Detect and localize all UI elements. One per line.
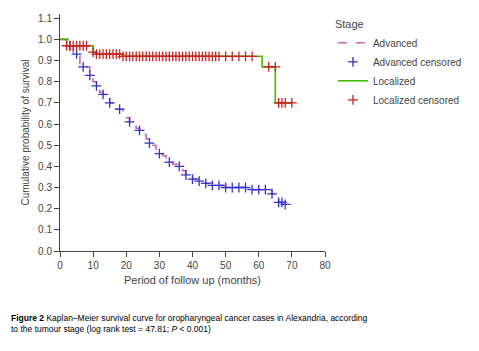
- svg-text:20: 20: [121, 260, 133, 271]
- svg-text:0.8: 0.8: [38, 76, 52, 87]
- svg-text:Localized: Localized: [373, 76, 415, 87]
- svg-text:Advanced censored: Advanced censored: [373, 57, 461, 68]
- svg-text:0.7: 0.7: [38, 97, 52, 108]
- svg-text:0: 0: [57, 260, 63, 271]
- svg-text:0.2: 0.2: [38, 203, 52, 214]
- svg-text:10: 10: [88, 260, 100, 271]
- svg-text:60: 60: [253, 260, 265, 271]
- svg-text:40: 40: [187, 260, 199, 271]
- svg-text:Period of follow up (months): Period of follow up (months): [124, 274, 261, 286]
- svg-text:0.4: 0.4: [38, 161, 52, 172]
- svg-text:Advanced: Advanced: [373, 38, 417, 49]
- svg-text:Localized censored: Localized censored: [373, 95, 459, 106]
- svg-text:70: 70: [286, 260, 298, 271]
- svg-text:0.1: 0.1: [38, 224, 52, 235]
- svg-text:0.3: 0.3: [38, 182, 52, 193]
- svg-text:Stage: Stage: [335, 18, 364, 30]
- svg-text:Cumulative probability of surv: Cumulative probability of survival: [20, 59, 31, 205]
- svg-text:80: 80: [319, 260, 331, 271]
- svg-text:50: 50: [220, 260, 232, 271]
- svg-text:0.6: 0.6: [38, 119, 52, 130]
- svg-text:0.0: 0.0: [38, 246, 52, 257]
- svg-text:30: 30: [154, 260, 166, 271]
- svg-text:Figure 2 Kaplan–Meier survival: Figure 2 Kaplan–Meier survival curve for…: [11, 313, 368, 334]
- svg-text:1.0: 1.0: [38, 34, 52, 45]
- svg-text:0.9: 0.9: [38, 55, 52, 66]
- svg-text:1.1: 1.1: [38, 13, 52, 24]
- svg-text:0.5: 0.5: [38, 140, 52, 151]
